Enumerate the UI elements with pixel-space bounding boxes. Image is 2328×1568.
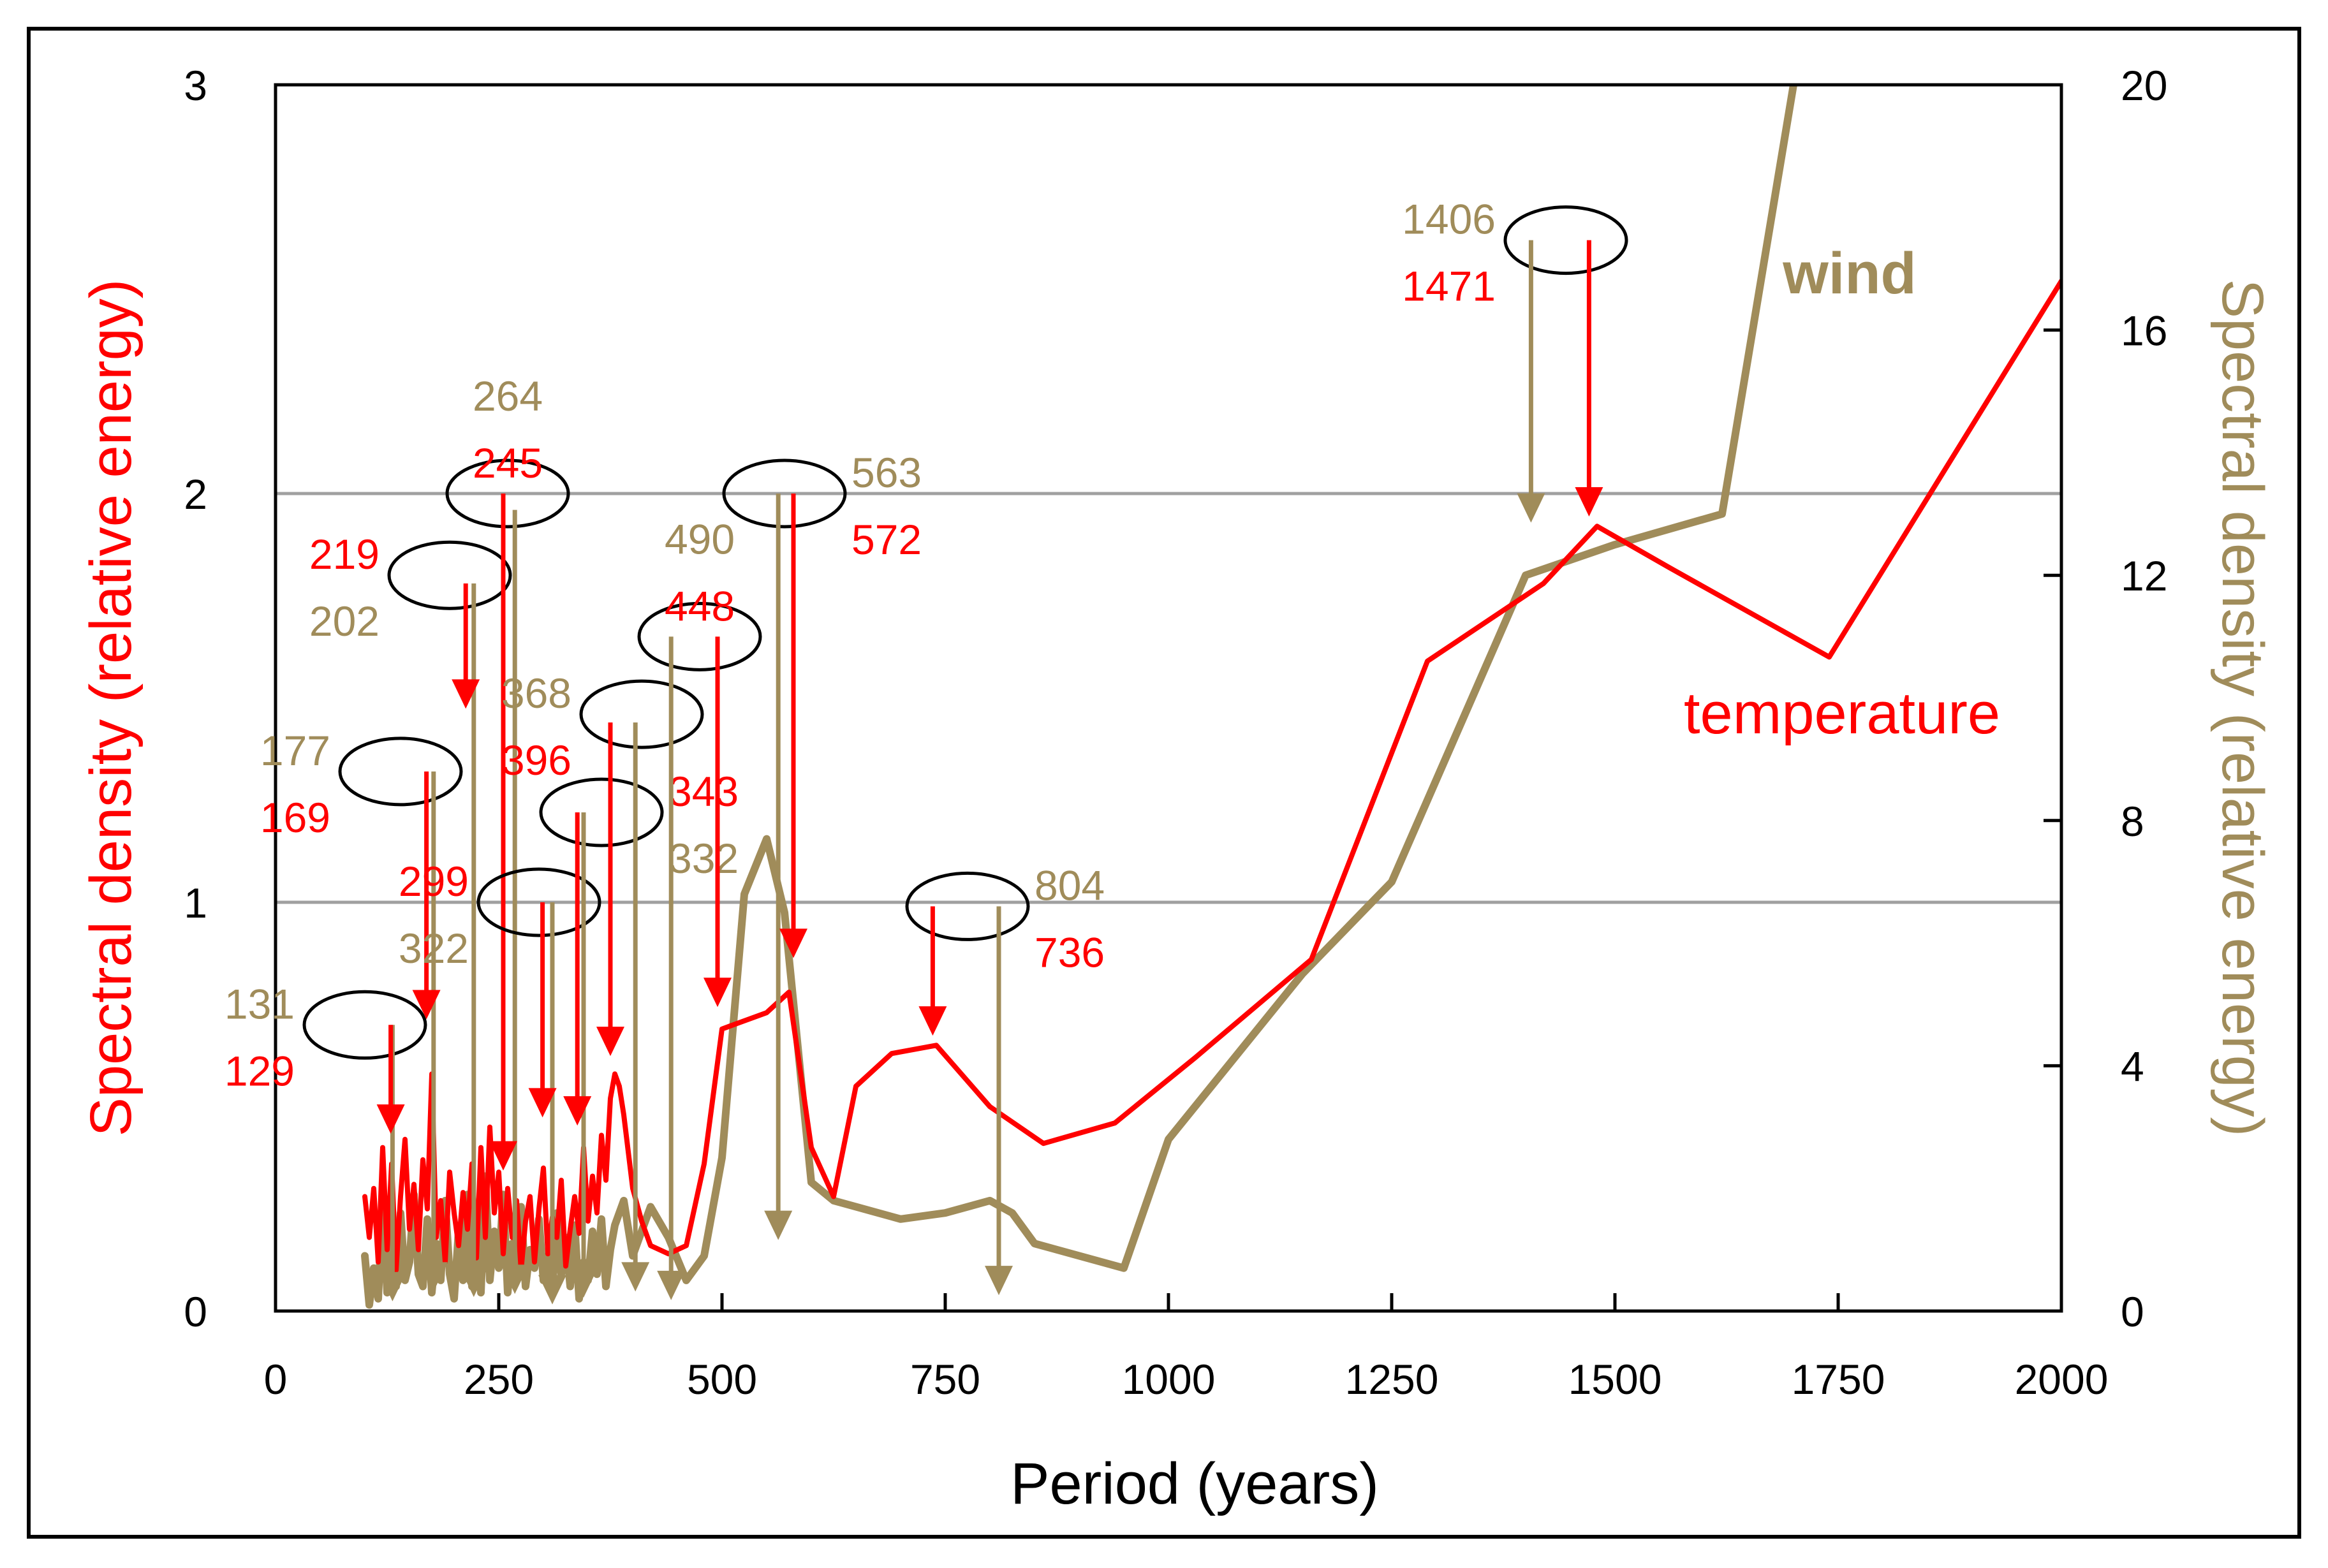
temperature-arrowhead <box>596 1027 624 1057</box>
wind-arrowhead <box>538 1275 566 1305</box>
annotation-ellipse <box>476 867 601 937</box>
gridlines <box>276 492 2061 904</box>
temperature-period-label: 343 <box>668 768 739 815</box>
temperature-period-label: 1471 <box>1402 263 1496 310</box>
annotation-ellipse <box>722 458 847 529</box>
wind-arrowhead <box>570 1268 598 1298</box>
x-tick-label: 1500 <box>1568 1356 1662 1403</box>
wind-arrowhead <box>378 1271 407 1301</box>
x-tick-label: 2000 <box>2015 1356 2109 1403</box>
annotation-ellipse <box>539 777 664 847</box>
temperature-arrowhead <box>528 1088 557 1118</box>
x-tick-label: 250 <box>464 1356 534 1403</box>
y-right-tick-label: 0 <box>2121 1288 2144 1335</box>
y-right-tick-label: 20 <box>2121 62 2167 109</box>
wind-arrowhead <box>1517 493 1545 523</box>
annotation-ellipse <box>302 990 427 1060</box>
wind-arrowhead <box>657 1270 686 1300</box>
wind-period-label: 368 <box>501 670 571 717</box>
y-axis-title-right: Spectral density (relative energy) <box>2210 279 2275 1137</box>
annotations: 131 129 177 169 219 202 264 245 299 322 343 332 368 3… <box>225 196 1628 1305</box>
temperature-arrowhead <box>779 928 807 958</box>
y-right-tick-label: 12 <box>2121 552 2167 599</box>
wind-period-label: 804 <box>1035 861 1105 909</box>
x-tick-label: 1250 <box>1345 1356 1439 1403</box>
wind-period-label: 322 <box>399 925 469 972</box>
temperature-period-label: 129 <box>225 1047 295 1094</box>
annotation-ellipse <box>338 736 463 807</box>
temperature-arrowhead <box>376 1104 405 1134</box>
wind-period-label: 202 <box>309 597 379 645</box>
wind-arrowhead <box>419 1262 448 1292</box>
y-right-tick-label: 8 <box>2121 798 2144 845</box>
wind-period-label: 131 <box>225 980 295 1027</box>
y-left-tick-label: 3 <box>184 62 207 109</box>
temperature-arrowhead <box>1575 487 1603 517</box>
y-left-tick-label: 1 <box>184 879 207 927</box>
wind-period-label: 490 <box>665 515 735 562</box>
outer-frame <box>27 27 2301 1539</box>
wind-period-label: 177 <box>260 727 330 774</box>
temperature-arrowhead <box>452 679 480 709</box>
annotation-ellipse <box>637 601 762 671</box>
x-tick-label: 1750 <box>1792 1356 1885 1403</box>
y-right-tick-label: 4 <box>2121 1043 2144 1090</box>
temperature-period-label: 396 <box>501 736 571 784</box>
temperature-period-label: 169 <box>260 794 330 841</box>
temperature-arrowhead <box>412 990 441 1020</box>
x-axis-title: Period (years) <box>1010 1451 1379 1516</box>
wind-period-label: 1406 <box>1402 196 1496 243</box>
wind-arrowhead <box>985 1266 1013 1296</box>
wind-period-label: 332 <box>668 835 739 882</box>
temperature-period-label: 245 <box>473 439 543 487</box>
annotation-ellipse <box>579 679 704 749</box>
temperature-period-label: 448 <box>665 582 735 629</box>
wind-series-label: wind <box>1782 241 1917 306</box>
temperature-arrowhead <box>704 978 732 1007</box>
temperature-arrowhead <box>489 1141 517 1171</box>
annotation-ellipse <box>387 540 512 610</box>
wind-arrowhead <box>501 1264 529 1294</box>
temperature-series-label: temperature <box>1684 681 2000 746</box>
y-right-tick-label: 16 <box>2121 307 2167 355</box>
wind-arrowhead <box>459 1268 488 1298</box>
temperature-arrowhead <box>918 1006 947 1036</box>
x-tick-label: 0 <box>264 1356 288 1403</box>
x-tick-label: 500 <box>687 1356 757 1403</box>
wind-period-label: 264 <box>473 372 543 420</box>
annotation-ellipse <box>905 871 1030 941</box>
temperature-arrowhead <box>563 1096 592 1126</box>
temperature-period-label: 219 <box>309 531 379 578</box>
wind-period-label: 563 <box>851 449 922 496</box>
y-left-tick-label: 2 <box>184 471 207 518</box>
x-tick-label: 750 <box>910 1356 980 1403</box>
y-left-tick-label: 0 <box>184 1288 207 1335</box>
wind-arrowhead <box>621 1262 650 1292</box>
annotation-ellipse <box>445 458 570 529</box>
temperature-period-label: 572 <box>851 516 922 563</box>
temperature-period-label: 736 <box>1035 928 1105 976</box>
wind-arrowhead <box>764 1210 793 1240</box>
temperature-period-label: 299 <box>399 858 469 905</box>
y-axis-title-left: Spectral density (relative energy) <box>78 279 144 1137</box>
x-tick-label: 1000 <box>1122 1356 1216 1403</box>
axis-ticks: 0 250 500 750 1000 1250 1500 1750 20000123048121… <box>184 62 2167 1403</box>
annotation-ellipse <box>1503 205 1628 275</box>
